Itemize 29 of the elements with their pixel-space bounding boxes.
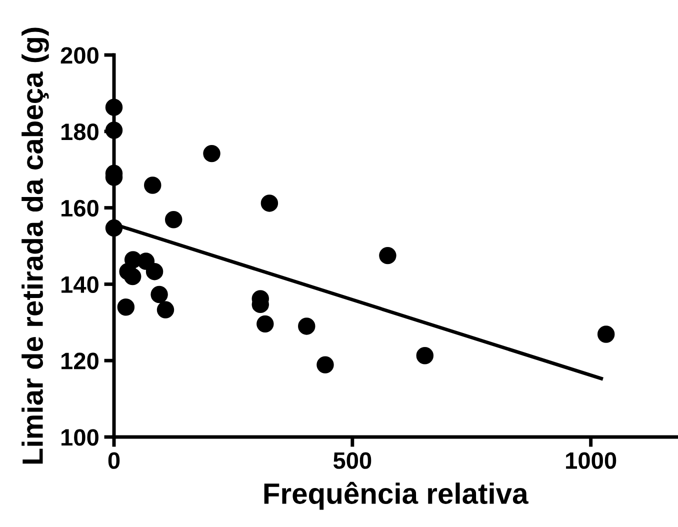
x-axis-title: Frequência relativa — [264, 482, 528, 510]
point — [150, 286, 168, 304]
point — [105, 219, 123, 237]
y-tick-label: 180 — [62, 123, 98, 140]
point — [105, 98, 123, 116]
point — [260, 194, 278, 212]
point — [105, 122, 123, 139]
point — [416, 347, 434, 364]
y-tick-label: 200 — [60, 47, 98, 64]
point — [597, 326, 615, 343]
point — [144, 176, 162, 194]
point — [117, 298, 135, 316]
point — [124, 268, 142, 286]
y-tick-label: 120 — [62, 352, 98, 370]
x-tick-label: 0 — [108, 452, 120, 469]
point — [164, 211, 182, 228]
y-tick-label: 160 — [62, 200, 98, 217]
point — [203, 144, 220, 162]
point — [256, 315, 274, 333]
point — [146, 262, 164, 280]
y-axis-title: Limiar de retirada da cabeça (g) — [22, 28, 49, 464]
point — [156, 301, 174, 318]
point — [379, 246, 396, 264]
x-tick-label: 1000 — [566, 452, 616, 469]
y-tick-label: 140 — [62, 276, 98, 293]
point — [298, 318, 316, 335]
y-tick-label: 100 — [62, 429, 98, 446]
x-tick-label: 500 — [333, 452, 372, 469]
point — [316, 356, 334, 374]
